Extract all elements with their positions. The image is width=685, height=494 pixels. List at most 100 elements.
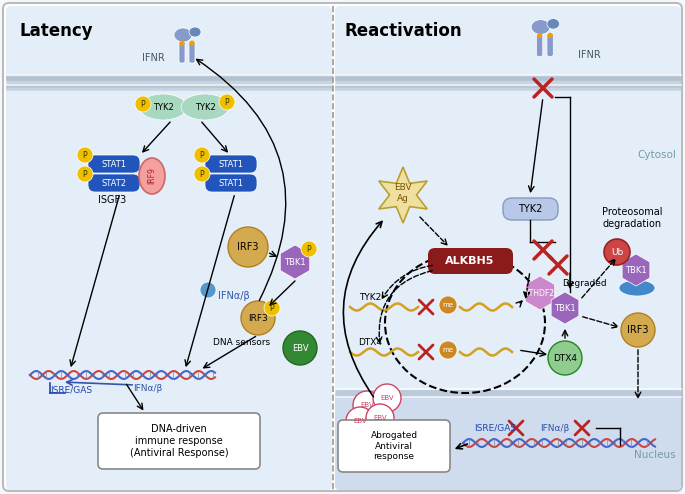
Text: IRF3: IRF3: [627, 325, 649, 335]
Text: TYK2: TYK2: [518, 204, 543, 214]
Ellipse shape: [619, 280, 655, 296]
Polygon shape: [551, 292, 579, 324]
Text: DTX4: DTX4: [358, 337, 382, 346]
Text: IRF3: IRF3: [248, 314, 268, 323]
Circle shape: [604, 239, 630, 265]
Text: P: P: [270, 303, 274, 313]
Text: TYK2: TYK2: [359, 292, 381, 301]
FancyBboxPatch shape: [338, 420, 450, 472]
Text: DTX4: DTX4: [553, 354, 577, 363]
Circle shape: [373, 384, 401, 412]
Ellipse shape: [139, 158, 165, 194]
Ellipse shape: [139, 94, 187, 120]
Text: P: P: [83, 151, 87, 160]
FancyBboxPatch shape: [189, 41, 195, 63]
Circle shape: [301, 241, 317, 257]
Polygon shape: [379, 167, 427, 223]
Text: me: me: [443, 302, 453, 308]
Ellipse shape: [547, 19, 560, 29]
Text: ISGF3: ISGF3: [98, 195, 126, 205]
Text: IRF9: IRF9: [147, 167, 156, 184]
FancyBboxPatch shape: [503, 198, 558, 220]
Circle shape: [537, 33, 543, 38]
Polygon shape: [280, 245, 310, 279]
Circle shape: [219, 94, 235, 110]
Text: Degraded: Degraded: [562, 279, 607, 288]
Text: EBV: EBV: [380, 395, 394, 401]
FancyBboxPatch shape: [88, 155, 140, 173]
Text: ISRE/GAS: ISRE/GAS: [50, 385, 92, 395]
Circle shape: [200, 282, 216, 298]
FancyBboxPatch shape: [88, 174, 140, 192]
Text: TBK1: TBK1: [625, 265, 647, 275]
Text: IFNα/β: IFNα/β: [134, 383, 162, 393]
Text: DNA sensors: DNA sensors: [213, 337, 270, 346]
Text: TBK1: TBK1: [284, 257, 306, 266]
Text: Nucleus: Nucleus: [634, 450, 676, 460]
Circle shape: [283, 331, 317, 365]
FancyBboxPatch shape: [205, 174, 257, 192]
FancyBboxPatch shape: [3, 3, 682, 491]
Circle shape: [135, 96, 151, 112]
Text: Abrogated
Antiviral
response: Abrogated Antiviral response: [371, 431, 418, 461]
Text: EBV: EBV: [353, 418, 366, 424]
Circle shape: [264, 300, 280, 316]
Circle shape: [547, 33, 553, 38]
FancyBboxPatch shape: [6, 6, 332, 490]
Circle shape: [439, 341, 457, 359]
Text: Latency: Latency: [20, 22, 94, 40]
Text: Proteosomal
degradation: Proteosomal degradation: [601, 207, 662, 229]
Text: DNA-driven
immune response
(Antiviral Response): DNA-driven immune response (Antiviral Re…: [129, 424, 228, 457]
Text: P: P: [140, 99, 145, 109]
Text: TBK1: TBK1: [554, 303, 576, 313]
Text: TYK2: TYK2: [153, 102, 173, 112]
FancyBboxPatch shape: [335, 390, 681, 490]
Text: IFNα/β: IFNα/β: [218, 291, 250, 301]
FancyBboxPatch shape: [335, 6, 681, 490]
Text: IRF3: IRF3: [237, 242, 259, 252]
Circle shape: [228, 227, 268, 267]
Ellipse shape: [189, 27, 201, 37]
Ellipse shape: [181, 94, 229, 120]
Text: P: P: [200, 151, 204, 160]
Circle shape: [548, 341, 582, 375]
Text: YTHDF2: YTHDF2: [525, 288, 555, 297]
Circle shape: [194, 147, 210, 163]
Text: EBV: EBV: [292, 343, 308, 353]
FancyBboxPatch shape: [179, 41, 185, 63]
Circle shape: [353, 391, 381, 419]
FancyBboxPatch shape: [205, 155, 257, 173]
Text: P: P: [307, 245, 311, 253]
Text: ISRE/GAS: ISRE/GAS: [474, 423, 516, 433]
FancyBboxPatch shape: [547, 33, 553, 56]
Text: EBV: EBV: [360, 402, 374, 408]
Text: EBV
Ag: EBV Ag: [394, 183, 412, 203]
FancyBboxPatch shape: [428, 248, 513, 274]
FancyBboxPatch shape: [536, 33, 543, 56]
Circle shape: [241, 301, 275, 335]
Text: STAT1: STAT1: [219, 160, 243, 168]
Ellipse shape: [174, 28, 192, 42]
Text: P: P: [83, 169, 87, 178]
Circle shape: [621, 313, 655, 347]
Text: Ub: Ub: [611, 247, 623, 256]
Text: P: P: [225, 97, 229, 107]
Circle shape: [77, 166, 93, 182]
Text: STAT1: STAT1: [101, 160, 127, 168]
Text: IFNα/β: IFNα/β: [540, 423, 569, 433]
Circle shape: [346, 407, 374, 435]
Polygon shape: [622, 254, 650, 286]
Circle shape: [179, 41, 184, 45]
Polygon shape: [525, 276, 555, 310]
Circle shape: [439, 296, 457, 314]
Text: ALKBH5: ALKBH5: [445, 256, 495, 266]
FancyBboxPatch shape: [98, 413, 260, 469]
Text: STAT1: STAT1: [219, 178, 243, 188]
Text: IFNR: IFNR: [578, 50, 601, 60]
Text: Reactivation: Reactivation: [345, 22, 462, 40]
Circle shape: [190, 41, 195, 45]
Text: me: me: [443, 347, 453, 353]
Circle shape: [366, 404, 394, 432]
Circle shape: [77, 147, 93, 163]
Ellipse shape: [531, 20, 550, 35]
